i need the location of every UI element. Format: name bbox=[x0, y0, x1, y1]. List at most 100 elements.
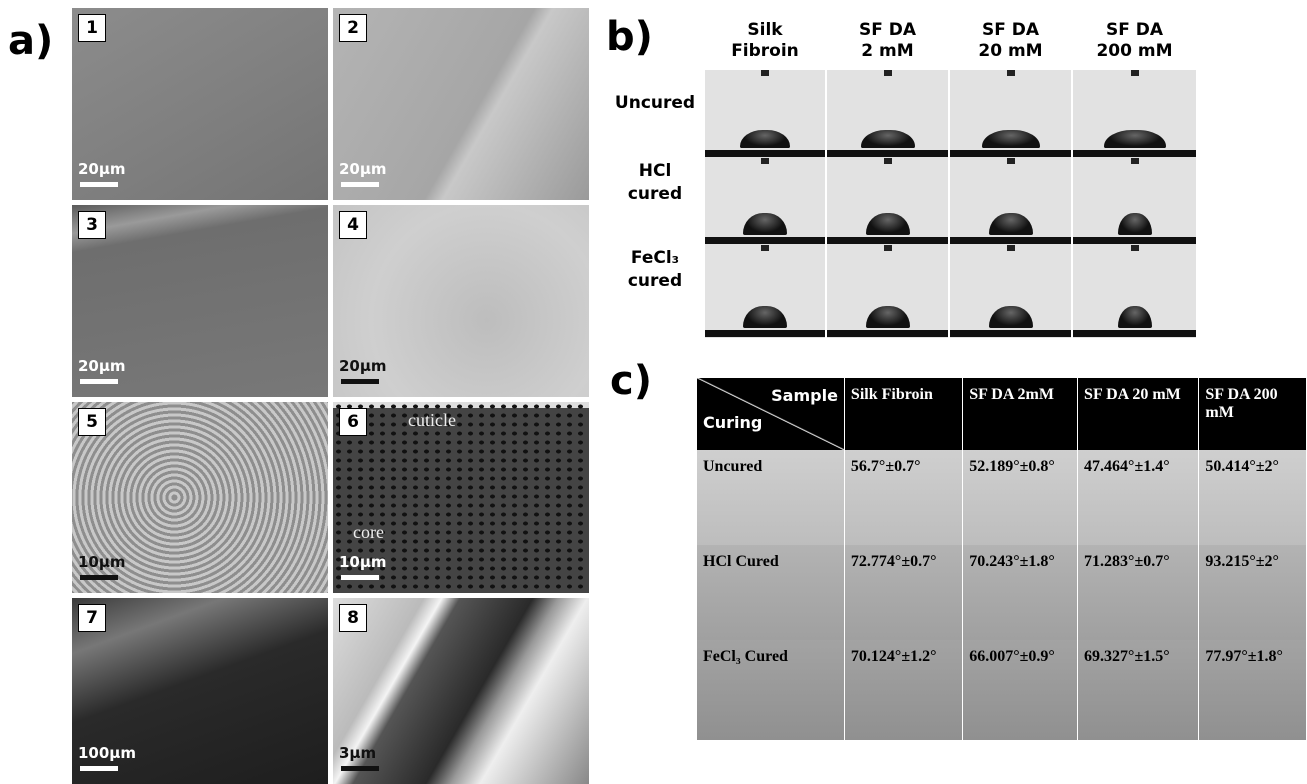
sem-image: 4 20µm bbox=[333, 205, 589, 397]
table-cell: FeCl₃ Cured bbox=[697, 640, 844, 740]
substrate bbox=[705, 237, 825, 244]
scale-label: 20µm bbox=[78, 160, 126, 178]
scale-label: 10µm bbox=[78, 553, 126, 571]
needle bbox=[1131, 158, 1139, 164]
drop-image bbox=[1073, 245, 1198, 338]
header-line: 2 mM bbox=[828, 41, 948, 62]
drop-image bbox=[705, 245, 827, 338]
sem-image: 7 100µm bbox=[72, 598, 328, 784]
header-line: SF DA bbox=[951, 20, 1071, 41]
label-line: cured bbox=[610, 183, 700, 206]
substrate bbox=[705, 330, 825, 337]
scale-label: 100µm bbox=[78, 744, 136, 762]
panel-label: b) bbox=[606, 14, 653, 60]
scale-bar bbox=[341, 379, 379, 384]
droplet bbox=[866, 213, 910, 235]
substrate bbox=[950, 237, 1071, 244]
label-line: FeCl₃ bbox=[610, 247, 700, 270]
scale-label: 20µm bbox=[339, 160, 387, 178]
substrate bbox=[1073, 330, 1196, 337]
substrate bbox=[950, 330, 1071, 337]
drop-image bbox=[705, 158, 827, 245]
table-cell: 56.7°±0.7° bbox=[844, 450, 962, 545]
drop-image bbox=[1073, 70, 1198, 158]
table-cell: 70.243°±1.8° bbox=[963, 545, 1078, 640]
table-cell: 71.283°±0.7° bbox=[1078, 545, 1199, 640]
table-cell: Uncured bbox=[697, 450, 844, 545]
corner-top: Sample bbox=[703, 386, 838, 405]
droplet bbox=[1118, 306, 1152, 328]
header-line: SF DA bbox=[1075, 20, 1195, 41]
droplet bbox=[861, 130, 915, 148]
substrate bbox=[827, 330, 948, 337]
droplet bbox=[982, 130, 1040, 148]
table-cell: 52.189°±0.8° bbox=[963, 450, 1078, 545]
droplet bbox=[866, 306, 910, 328]
droplet bbox=[989, 306, 1033, 328]
panel-label: a) bbox=[8, 18, 53, 64]
drop-image bbox=[827, 158, 950, 245]
scale-bar bbox=[341, 575, 379, 580]
substrate bbox=[1073, 237, 1196, 244]
needle bbox=[1007, 158, 1015, 164]
image-number: 4 bbox=[339, 211, 367, 239]
column-header: SF DA 2mM bbox=[963, 378, 1078, 450]
needle bbox=[1131, 245, 1139, 251]
table-cell: 47.464°±1.4° bbox=[1078, 450, 1199, 545]
needle bbox=[761, 70, 769, 76]
substrate bbox=[827, 150, 948, 157]
drop-image bbox=[950, 158, 1073, 245]
table-cell: HCl Cured bbox=[697, 545, 844, 640]
scale-label: 20µm bbox=[78, 357, 126, 375]
needle bbox=[884, 70, 892, 76]
image-number: 2 bbox=[339, 14, 367, 42]
label-line: Uncured bbox=[610, 92, 700, 115]
scale-label: 3µm bbox=[339, 744, 376, 762]
sem-image: 2 20µm bbox=[333, 8, 589, 200]
annotation: core bbox=[353, 522, 384, 543]
scale-bar bbox=[80, 766, 118, 771]
droplet bbox=[1104, 130, 1166, 148]
needle bbox=[1007, 245, 1015, 251]
column-header: SF DA 20 mM bbox=[1078, 378, 1199, 450]
annotation: cuticle bbox=[408, 410, 456, 431]
needle bbox=[1007, 70, 1015, 76]
table-cell: 66.007°±0.9° bbox=[963, 640, 1078, 740]
needle bbox=[1131, 70, 1139, 76]
header-line: Fibroin bbox=[705, 41, 825, 62]
drop-image bbox=[1073, 158, 1198, 245]
needle bbox=[761, 245, 769, 251]
table-cell: 72.774°±0.7° bbox=[844, 545, 962, 640]
drop-image bbox=[950, 245, 1073, 338]
sem-image: 8 3µm bbox=[333, 598, 589, 784]
row-label: Uncured bbox=[610, 92, 700, 115]
figure: a)b)c)120µm220µm320µm420µm510µm610µmcuti… bbox=[0, 0, 1307, 784]
drop-image bbox=[827, 70, 950, 158]
scale-label: 20µm bbox=[339, 357, 387, 375]
needle bbox=[884, 245, 892, 251]
substrate bbox=[705, 150, 825, 157]
scale-bar bbox=[80, 575, 118, 580]
column-header: Silk Fibroin bbox=[844, 378, 962, 450]
image-number: 7 bbox=[78, 604, 106, 632]
header-line: 200 mM bbox=[1075, 41, 1195, 62]
substrate bbox=[950, 150, 1071, 157]
image-number: 8 bbox=[339, 604, 367, 632]
needle bbox=[884, 158, 892, 164]
needle bbox=[761, 158, 769, 164]
table-cell: 93.215°±2° bbox=[1199, 545, 1307, 640]
substrate bbox=[1073, 150, 1196, 157]
table-cell: 77.97°±1.8° bbox=[1199, 640, 1307, 740]
